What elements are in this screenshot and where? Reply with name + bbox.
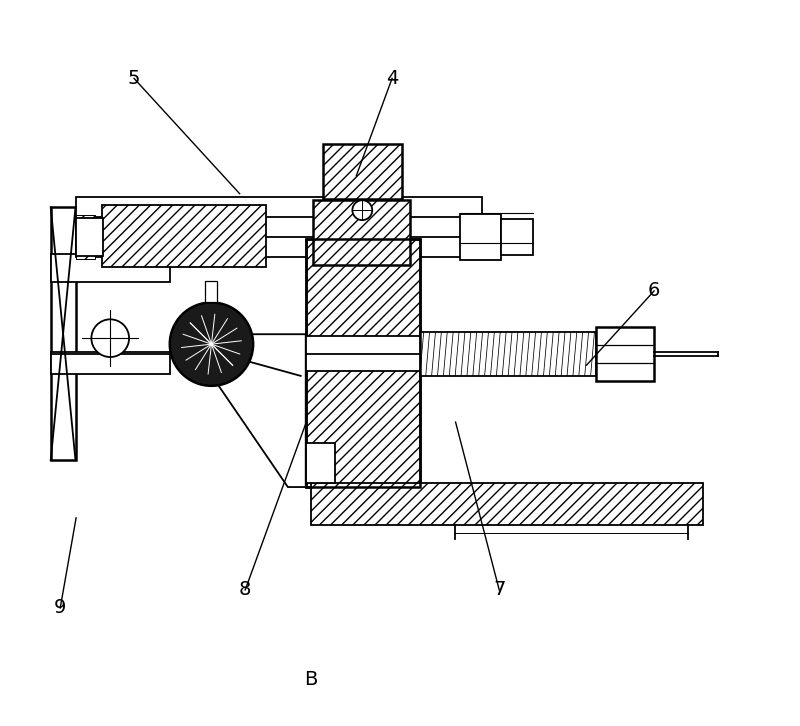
Bar [420, 333, 597, 376]
Text: 9: 9 [54, 598, 66, 617]
Text: 7: 7 [493, 581, 506, 600]
Bar [310, 483, 702, 525]
Bar [75, 218, 103, 256]
Bar [306, 336, 420, 371]
Bar [313, 200, 410, 265]
Bar [75, 215, 95, 258]
Bar [459, 214, 502, 260]
Bar [50, 352, 170, 374]
Text: B: B [304, 670, 318, 689]
Bar [306, 444, 335, 483]
Bar [502, 219, 533, 255]
Text: 6: 6 [648, 282, 660, 301]
Text: 5: 5 [128, 69, 140, 88]
Bar [205, 281, 218, 303]
Text: 4: 4 [386, 69, 398, 88]
Circle shape [170, 303, 253, 386]
Bar [50, 207, 75, 460]
Bar [306, 239, 420, 487]
Circle shape [91, 319, 129, 357]
Bar [50, 254, 170, 282]
Bar [75, 237, 482, 257]
Text: 8: 8 [239, 581, 251, 600]
Circle shape [352, 200, 372, 220]
Bar [102, 205, 266, 266]
Bar [322, 144, 402, 199]
Polygon shape [206, 334, 306, 487]
Bar [75, 197, 482, 217]
Bar [597, 327, 654, 381]
Bar [306, 239, 420, 487]
